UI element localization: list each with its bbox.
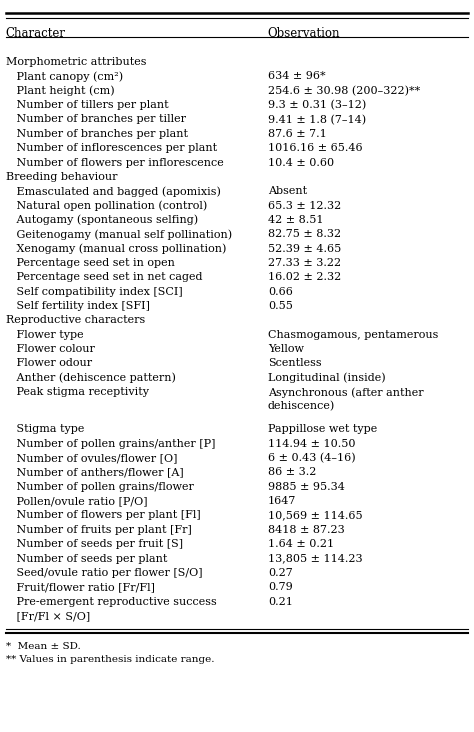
Text: Reproductive characters: Reproductive characters	[6, 315, 145, 325]
Text: Observation: Observation	[268, 27, 340, 40]
Text: Number of pollen grains/flower: Number of pollen grains/flower	[6, 482, 193, 492]
Text: 634 ± 96*: 634 ± 96*	[268, 72, 326, 81]
Text: Pollen/ovule ratio [P/O]: Pollen/ovule ratio [P/O]	[6, 496, 147, 506]
Text: Chasmogamous, pentamerous: Chasmogamous, pentamerous	[268, 329, 438, 340]
Text: Xenogamy (manual cross pollination): Xenogamy (manual cross pollination)	[6, 244, 226, 254]
Text: Self fertility index [SFI]: Self fertility index [SFI]	[6, 301, 150, 311]
Text: Scentless: Scentless	[268, 359, 321, 368]
Text: 42 ± 8.51: 42 ± 8.51	[268, 215, 323, 225]
Text: Number of fruits per plant [Fr]: Number of fruits per plant [Fr]	[6, 525, 191, 535]
Text: Yellow: Yellow	[268, 344, 304, 354]
Text: Pre-emergent reproductive success: Pre-emergent reproductive success	[6, 597, 217, 607]
Text: Anther (dehiscence pattern): Anther (dehiscence pattern)	[6, 373, 175, 384]
Text: Number of branches per plant: Number of branches per plant	[6, 129, 188, 139]
Text: 9.3 ± 0.31 (3–12): 9.3 ± 0.31 (3–12)	[268, 100, 366, 111]
Text: Autogamy (spontaneous selfing): Autogamy (spontaneous selfing)	[6, 215, 198, 225]
Text: 27.33 ± 3.22: 27.33 ± 3.22	[268, 258, 341, 268]
Text: 0.21: 0.21	[268, 597, 292, 607]
Text: Number of seeds per fruit [S]: Number of seeds per fruit [S]	[6, 539, 183, 549]
Text: Character: Character	[6, 27, 66, 40]
Text: 1647: 1647	[268, 496, 296, 506]
Text: Number of inflorescences per plant: Number of inflorescences per plant	[6, 143, 217, 153]
Text: Pappillose wet type: Pappillose wet type	[268, 425, 377, 434]
Text: 1.64 ± 0.21: 1.64 ± 0.21	[268, 539, 334, 549]
Text: Flower colour: Flower colour	[6, 344, 94, 354]
Text: Flower type: Flower type	[6, 329, 83, 340]
Text: Number of anthers/flower [A]: Number of anthers/flower [A]	[6, 468, 183, 477]
Text: 8418 ± 87.23: 8418 ± 87.23	[268, 525, 345, 535]
Text: [Fr/Fl × S/O]: [Fr/Fl × S/O]	[6, 611, 90, 621]
Text: Asynchronous (after anther: Asynchronous (after anther	[268, 387, 423, 397]
Text: Number of pollen grains/anther [P]: Number of pollen grains/anther [P]	[6, 438, 215, 449]
Text: Morphometric attributes: Morphometric attributes	[6, 57, 146, 67]
Text: Longitudinal (inside): Longitudinal (inside)	[268, 373, 385, 384]
Text: 16.02 ± 2.32: 16.02 ± 2.32	[268, 272, 341, 283]
Text: 13,805 ± 114.23: 13,805 ± 114.23	[268, 553, 363, 564]
Text: Fruit/flower ratio [Fr/Fl]: Fruit/flower ratio [Fr/Fl]	[6, 582, 155, 592]
Text: 87.6 ± 7.1: 87.6 ± 7.1	[268, 129, 327, 139]
Text: Percentage seed set in open: Percentage seed set in open	[6, 258, 174, 268]
Text: Number of branches per tiller: Number of branches per tiller	[6, 114, 186, 124]
Text: 254.6 ± 30.98 (200–322)**: 254.6 ± 30.98 (200–322)**	[268, 86, 420, 96]
Text: 114.94 ± 10.50: 114.94 ± 10.50	[268, 438, 356, 449]
Text: Breeding behaviour: Breeding behaviour	[6, 172, 117, 182]
Text: *  Mean ± SD.: * Mean ± SD.	[6, 642, 81, 651]
Text: 9.41 ± 1.8 (7–14): 9.41 ± 1.8 (7–14)	[268, 114, 366, 124]
Text: Emasculated and bagged (apomixis): Emasculated and bagged (apomixis)	[6, 186, 220, 197]
Text: Peak stigma receptivity: Peak stigma receptivity	[6, 387, 149, 397]
Text: Number of flowers per inflorescence: Number of flowers per inflorescence	[6, 157, 223, 168]
Text: 52.39 ± 4.65: 52.39 ± 4.65	[268, 244, 341, 253]
Text: Number of ovules/flower [O]: Number of ovules/flower [O]	[6, 453, 177, 463]
Text: Seed/ovule ratio per flower [S/O]: Seed/ovule ratio per flower [S/O]	[6, 568, 202, 578]
Text: 9885 ± 95.34: 9885 ± 95.34	[268, 482, 345, 492]
Text: 0.79: 0.79	[268, 582, 292, 592]
Text: Geitenogamy (manual self pollination): Geitenogamy (manual self pollination)	[6, 229, 232, 240]
Text: 0.27: 0.27	[268, 568, 292, 578]
Text: 82.75 ± 8.32: 82.75 ± 8.32	[268, 229, 341, 239]
Text: dehiscence): dehiscence)	[268, 401, 335, 411]
Text: 10,569 ± 114.65: 10,569 ± 114.65	[268, 510, 363, 520]
Text: 10.4 ± 0.60: 10.4 ± 0.60	[268, 157, 334, 168]
Text: 0.66: 0.66	[268, 287, 292, 296]
Text: Number of flowers per plant [Fl]: Number of flowers per plant [Fl]	[6, 510, 201, 520]
Text: Number of seeds per plant: Number of seeds per plant	[6, 553, 167, 564]
Text: 0.55: 0.55	[268, 301, 292, 311]
Text: Plant canopy (cm²): Plant canopy (cm²)	[6, 72, 123, 82]
Text: 1016.16 ± 65.46: 1016.16 ± 65.46	[268, 143, 363, 153]
Text: ** Values in parenthesis indicate range.: ** Values in parenthesis indicate range.	[6, 655, 214, 664]
Text: 6 ± 0.43 (4–16): 6 ± 0.43 (4–16)	[268, 453, 356, 463]
Text: Absent: Absent	[268, 186, 307, 196]
Text: 86 ± 3.2: 86 ± 3.2	[268, 468, 316, 477]
Text: Self compatibility index [SCI]: Self compatibility index [SCI]	[6, 287, 182, 296]
Text: Plant height (cm): Plant height (cm)	[6, 86, 114, 97]
Text: Natural open pollination (control): Natural open pollination (control)	[6, 201, 207, 211]
Text: Percentage seed set in net caged: Percentage seed set in net caged	[6, 272, 202, 283]
Text: 65.3 ± 12.32: 65.3 ± 12.32	[268, 201, 341, 211]
Text: Flower odour: Flower odour	[6, 359, 92, 368]
Text: Number of tillers per plant: Number of tillers per plant	[6, 100, 168, 110]
Text: Stigma type: Stigma type	[6, 425, 84, 434]
